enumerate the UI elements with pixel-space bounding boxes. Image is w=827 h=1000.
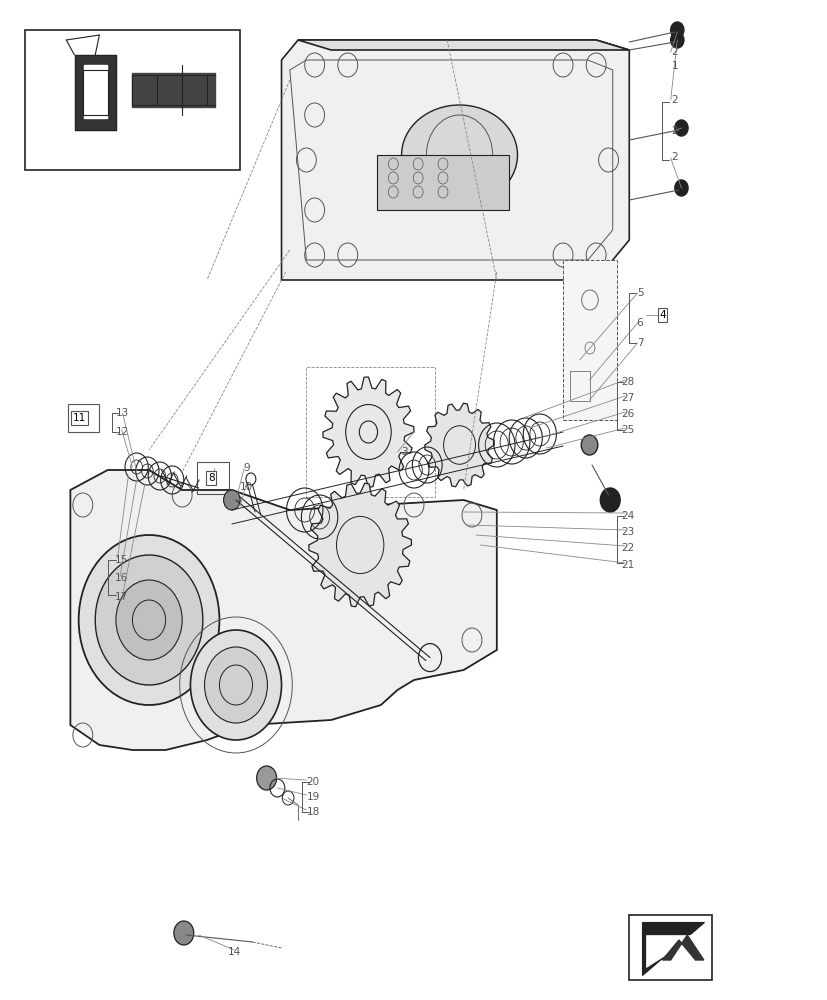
Text: 19: 19 bbox=[306, 792, 319, 802]
Bar bbox=[84, 65, 107, 118]
Circle shape bbox=[190, 630, 281, 740]
Polygon shape bbox=[424, 403, 494, 487]
Text: 23: 23 bbox=[620, 527, 633, 537]
Circle shape bbox=[600, 488, 619, 512]
Text: 1: 1 bbox=[671, 61, 677, 71]
Circle shape bbox=[95, 555, 203, 685]
Text: 12: 12 bbox=[116, 427, 129, 437]
Text: 28: 28 bbox=[620, 377, 633, 387]
Bar bbox=[68, 404, 99, 432]
Text: 11: 11 bbox=[73, 413, 86, 423]
Text: 7: 7 bbox=[636, 338, 643, 348]
Text: 8: 8 bbox=[208, 473, 214, 483]
Bar bbox=[629, 915, 711, 980]
Text: 16: 16 bbox=[115, 573, 128, 583]
Circle shape bbox=[670, 32, 683, 48]
Polygon shape bbox=[662, 935, 703, 960]
Text: 24: 24 bbox=[620, 511, 633, 521]
Polygon shape bbox=[641, 922, 703, 975]
Polygon shape bbox=[298, 40, 629, 50]
Bar bbox=[197, 462, 228, 494]
Text: 2: 2 bbox=[671, 126, 677, 136]
Circle shape bbox=[174, 921, 194, 945]
Bar bbox=[569, 371, 590, 401]
Polygon shape bbox=[645, 935, 695, 967]
Circle shape bbox=[204, 647, 267, 723]
Text: 25: 25 bbox=[620, 425, 633, 435]
Polygon shape bbox=[323, 377, 414, 487]
Text: 9: 9 bbox=[243, 463, 250, 473]
Text: 2: 2 bbox=[671, 95, 677, 105]
Circle shape bbox=[223, 490, 240, 510]
Bar bbox=[562, 260, 616, 420]
Text: 5: 5 bbox=[636, 288, 643, 298]
Text: 2: 2 bbox=[671, 47, 677, 57]
Bar bbox=[25, 30, 240, 170]
Bar bbox=[306, 367, 434, 497]
Text: 2: 2 bbox=[671, 152, 677, 162]
Circle shape bbox=[674, 120, 687, 136]
Circle shape bbox=[116, 580, 182, 660]
Polygon shape bbox=[70, 470, 496, 750]
Bar bbox=[376, 155, 509, 210]
Ellipse shape bbox=[401, 105, 517, 205]
Bar bbox=[132, 73, 215, 107]
Circle shape bbox=[670, 22, 683, 38]
Bar bbox=[74, 55, 116, 130]
Text: 4: 4 bbox=[658, 310, 665, 320]
Text: 26: 26 bbox=[620, 409, 633, 419]
Text: 6: 6 bbox=[636, 318, 643, 328]
Circle shape bbox=[256, 766, 276, 790]
Text: 27: 27 bbox=[620, 393, 633, 403]
Text: 14: 14 bbox=[227, 947, 241, 957]
Text: 3: 3 bbox=[400, 447, 407, 457]
Text: 10: 10 bbox=[240, 482, 253, 492]
Text: 20: 20 bbox=[306, 777, 319, 787]
Circle shape bbox=[581, 435, 597, 455]
Text: 13: 13 bbox=[116, 408, 129, 418]
Text: 15: 15 bbox=[115, 555, 128, 565]
Polygon shape bbox=[281, 40, 629, 280]
Text: 21: 21 bbox=[620, 560, 633, 570]
Text: 18: 18 bbox=[306, 807, 319, 817]
Circle shape bbox=[79, 535, 219, 705]
Text: 17: 17 bbox=[115, 592, 128, 602]
Polygon shape bbox=[308, 483, 411, 607]
Circle shape bbox=[674, 180, 687, 196]
Text: 22: 22 bbox=[620, 543, 633, 553]
